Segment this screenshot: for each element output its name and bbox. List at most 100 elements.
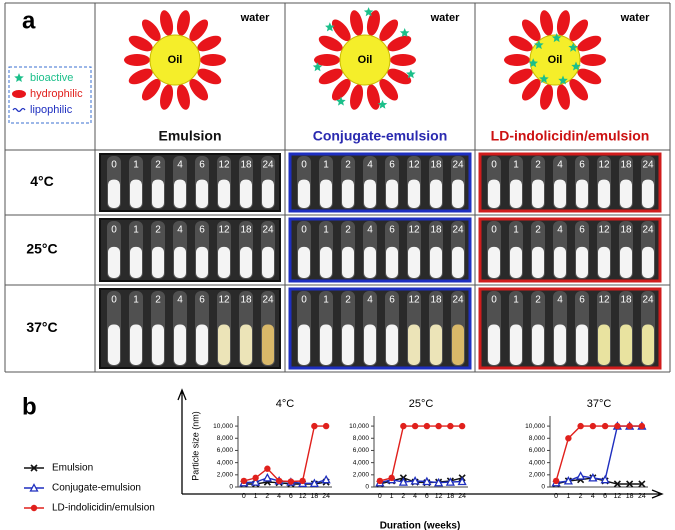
hydrophilic-head <box>350 10 364 36</box>
emulsion <box>240 246 252 278</box>
x-tick-label: 2 <box>401 493 405 500</box>
y-tick-label: 0 <box>365 484 369 491</box>
emulsion <box>532 246 544 278</box>
hydrophilic-head <box>128 68 153 85</box>
marker <box>240 477 248 485</box>
marker <box>577 422 584 430</box>
tube-label: 6 <box>389 295 395 306</box>
y-tick-label: 4,000 <box>217 459 234 466</box>
emulsion <box>598 324 610 365</box>
tube-label: 18 <box>430 295 442 306</box>
tube-label: 0 <box>491 225 497 236</box>
emulsion <box>174 324 186 365</box>
y-tick-label: 2,000 <box>217 472 234 479</box>
emulsion <box>108 246 120 278</box>
hydrophilic-head <box>390 54 416 66</box>
tube-label: 18 <box>620 225 632 236</box>
x-axis-label: Duration (weeks) <box>380 521 461 530</box>
hydrophilic-head <box>540 84 554 110</box>
tube-label: 4 <box>367 160 373 171</box>
hydrophilic-head <box>521 78 541 101</box>
emulsion <box>386 324 398 365</box>
emulsion <box>218 179 230 208</box>
emulsion <box>108 179 120 208</box>
tube-label: 6 <box>199 225 205 236</box>
x-tick-label: 18 <box>626 493 634 500</box>
bioactive-icon <box>363 7 374 17</box>
row-label: 4°C <box>30 173 54 189</box>
emulsion <box>510 324 522 365</box>
tube-label: 18 <box>240 295 252 306</box>
tube-label: 24 <box>452 160 464 171</box>
tube-label: 0 <box>301 295 307 306</box>
tube-label: 6 <box>199 160 205 171</box>
tube-label: 24 <box>262 160 274 171</box>
emulsion <box>130 324 142 365</box>
marker <box>398 477 408 486</box>
hydrophilic-head <box>387 68 412 85</box>
emulsion <box>298 246 310 278</box>
oil-label: Oil <box>358 54 373 66</box>
x-tick-label: 6 <box>425 493 429 500</box>
tube-label: 6 <box>579 295 585 306</box>
series-line <box>555 425 642 484</box>
column-label: LD-indolicidin/emulsion <box>491 128 650 144</box>
marker <box>251 477 261 486</box>
tube-label: 0 <box>301 225 307 236</box>
tube-label: 4 <box>557 160 563 171</box>
marker <box>252 474 259 482</box>
marker <box>563 476 573 485</box>
x-tick-label: 18 <box>446 493 454 500</box>
chart-title: 37°C <box>587 398 612 410</box>
x-tick-label: 6 <box>603 493 607 500</box>
legend-label: hydrophilic <box>30 88 83 100</box>
marker <box>626 480 634 488</box>
tube-label: 0 <box>111 160 117 171</box>
tube-label: 12 <box>218 295 230 306</box>
hydrophilic-head <box>504 54 530 66</box>
tube-label: 1 <box>323 295 329 306</box>
tube-label: 6 <box>199 295 205 306</box>
emulsion <box>298 324 310 365</box>
x-tick-label: 2 <box>265 493 269 500</box>
tube-label: 4 <box>177 160 183 171</box>
emulsion <box>320 179 332 208</box>
panel-a-label: a <box>22 7 36 34</box>
marker <box>321 474 331 484</box>
x-tick-label: 6 <box>289 493 293 500</box>
emulsion <box>262 179 274 208</box>
tube-label: 2 <box>155 295 161 306</box>
bioactive-icon <box>399 28 410 37</box>
emulsion <box>174 246 186 278</box>
emulsion <box>218 324 230 365</box>
tube-label: 4 <box>177 295 183 306</box>
tube-label: 1 <box>133 225 139 236</box>
hydrophilic-head <box>176 84 190 110</box>
marker <box>388 474 395 482</box>
chart-title: 25°C <box>409 398 434 410</box>
marker <box>29 483 39 492</box>
water-label: water <box>240 12 270 24</box>
emulsion <box>298 179 310 208</box>
hydrophilic-head <box>124 54 150 66</box>
marker <box>613 480 621 488</box>
bioactive-icon <box>377 99 388 109</box>
tube-label: 2 <box>535 225 541 236</box>
marker <box>435 422 442 430</box>
y-tick-label: 4,000 <box>353 459 370 466</box>
emulsion <box>364 179 376 208</box>
row-label: 25°C <box>26 241 57 257</box>
tube-label: 12 <box>598 225 610 236</box>
emulsion <box>532 324 544 365</box>
emulsion <box>488 179 500 208</box>
marker <box>588 472 598 482</box>
x-tick-label: 4 <box>413 493 417 500</box>
x-tick-label: 12 <box>613 493 621 500</box>
emulsion <box>510 246 522 278</box>
marker <box>638 480 646 488</box>
x-tick-label: 12 <box>299 493 307 500</box>
x-tick-label: 24 <box>638 493 646 500</box>
tube-label: 4 <box>367 295 373 306</box>
x-tick-label: 4 <box>277 493 281 500</box>
